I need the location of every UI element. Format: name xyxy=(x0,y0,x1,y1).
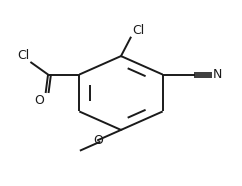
Text: O: O xyxy=(93,134,103,147)
Text: O: O xyxy=(35,94,45,108)
Text: Cl: Cl xyxy=(18,49,30,62)
Text: N: N xyxy=(213,68,222,81)
Text: Cl: Cl xyxy=(132,24,144,37)
